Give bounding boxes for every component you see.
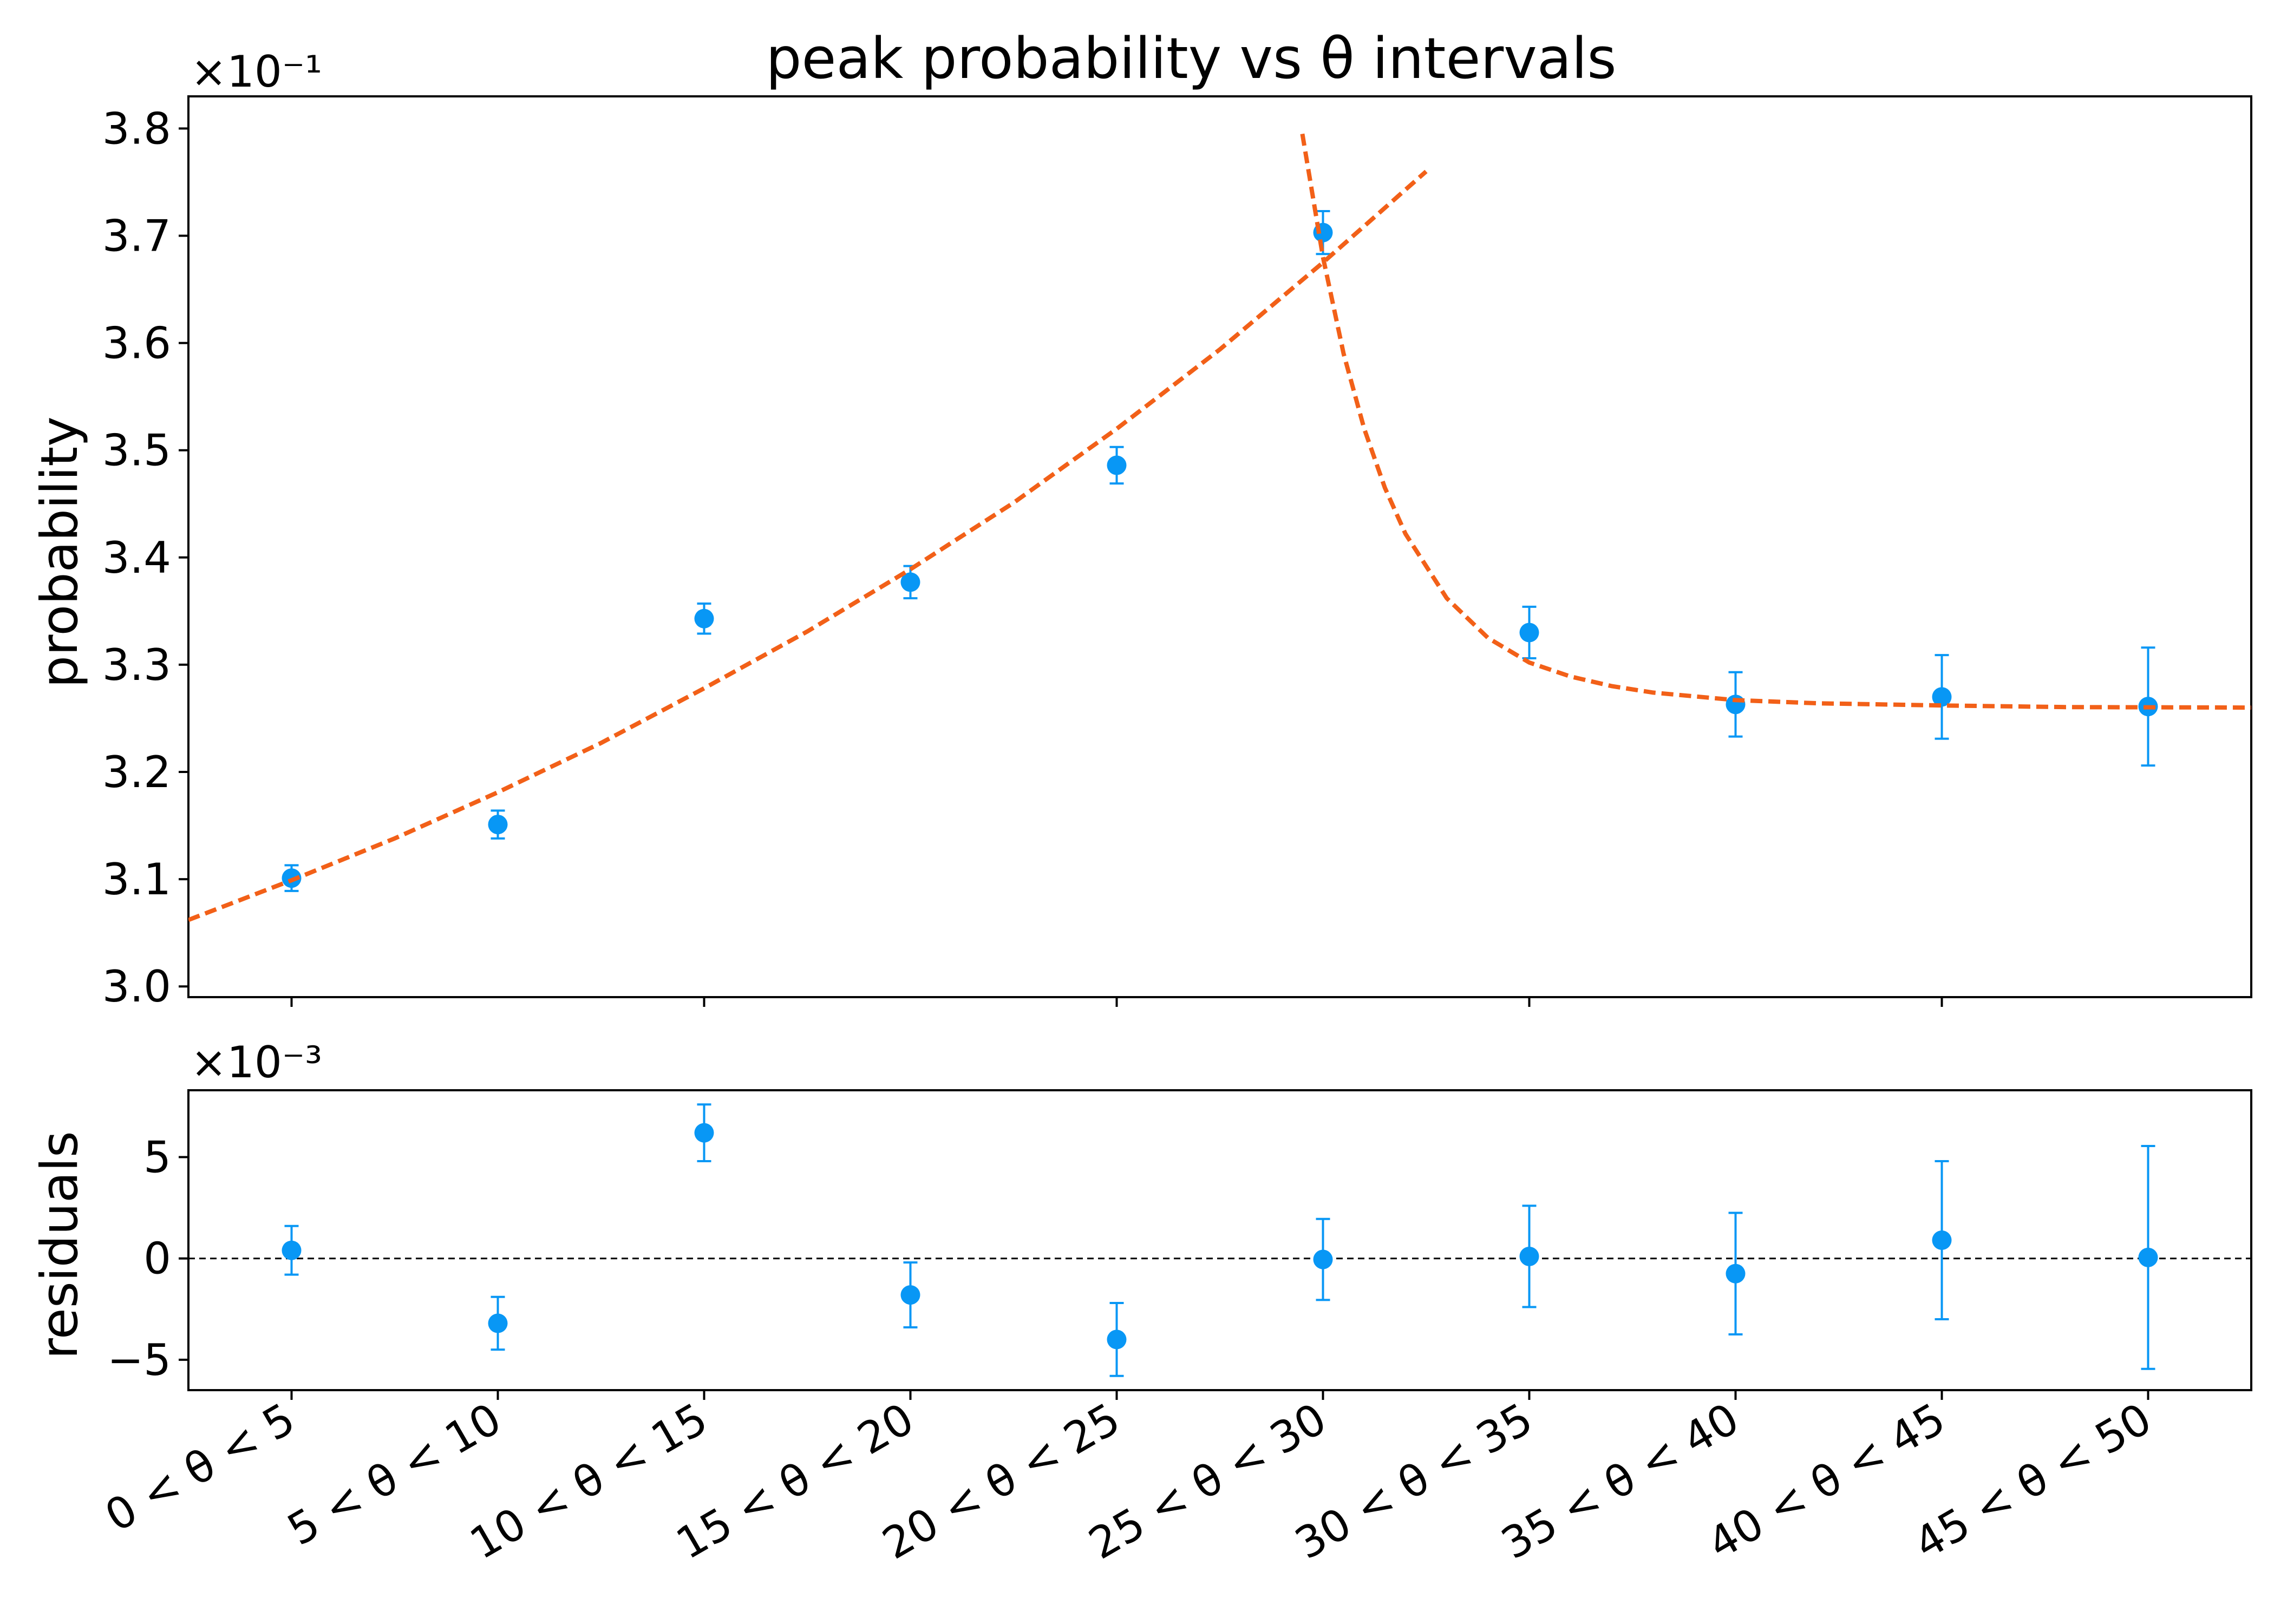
main-y-tick-label: 3.0	[102, 961, 171, 1012]
main-data-point	[1107, 446, 1127, 485]
main-y-tick-label: 3.2	[102, 747, 171, 797]
main-marker	[1932, 687, 1952, 707]
main-fit-line-1	[188, 169, 1428, 922]
main-y-tick-label: 3.4	[102, 533, 171, 583]
main-fit-line-2	[1300, 133, 2251, 710]
residuals-data-point	[1932, 1160, 1952, 1320]
main-y-tick-label: 3.5	[102, 425, 171, 476]
main-data-point	[1932, 654, 1952, 740]
main-marker	[900, 572, 920, 592]
main-y-offset-label: ×10⁻¹	[191, 47, 322, 97]
main-plot-frame	[187, 95, 2252, 998]
residuals-y-tick-label: −5	[107, 1335, 171, 1385]
residuals-marker	[1726, 1263, 1746, 1284]
main-y-axis-label: probability	[30, 416, 89, 688]
x-tick-label: 45 < θ < 50	[1906, 1393, 2160, 1569]
residuals-data-point	[1107, 1302, 1127, 1377]
residuals-marker	[1107, 1330, 1127, 1350]
main-marker	[694, 608, 714, 628]
residuals-y-axis-label: residuals	[30, 1131, 89, 1359]
residuals-marker	[282, 1240, 302, 1260]
residuals-data-point	[1519, 1204, 1539, 1308]
residuals-data-point	[694, 1103, 714, 1163]
main-marker	[488, 815, 508, 835]
main-data-point	[1519, 605, 1539, 660]
main-marker	[1519, 623, 1539, 643]
main-y-tick-label: 3.1	[102, 854, 171, 905]
residuals-data-point	[900, 1261, 920, 1328]
residuals-plot-frame	[187, 1089, 2252, 1391]
residuals-marker	[900, 1285, 920, 1305]
residuals-marker	[694, 1123, 714, 1143]
residuals-data-point	[1726, 1212, 1746, 1336]
residuals-marker	[1932, 1230, 1952, 1250]
main-y-tick-label: 3.6	[102, 318, 171, 369]
main-data-point	[1726, 671, 1746, 738]
main-y-tick-label: 3.3	[102, 640, 171, 690]
residuals-data-point	[1313, 1217, 1333, 1301]
residuals-marker	[1313, 1249, 1333, 1269]
x-tick-label: 0 < θ < 5	[97, 1393, 303, 1542]
main-marker	[1726, 695, 1746, 715]
residuals-data-point	[282, 1224, 302, 1276]
chart-title: peak probability vs θ intervals	[766, 25, 1616, 91]
residuals-y-offset-label: ×10⁻³	[191, 1037, 322, 1088]
main-data-point	[488, 809, 508, 840]
residuals-y-tick-label: 0	[143, 1234, 171, 1284]
main-data-point	[694, 602, 714, 635]
residuals-y-tick-label: 5	[143, 1132, 171, 1183]
residuals-marker	[1519, 1246, 1539, 1266]
residuals-marker	[488, 1313, 508, 1333]
main-marker	[1107, 455, 1127, 475]
main-y-tick-label: 3.7	[102, 211, 171, 261]
residuals-marker	[2138, 1247, 2158, 1267]
main-y-tick-label: 3.8	[102, 103, 171, 154]
residuals-data-point	[2138, 1144, 2158, 1370]
main-plot-panel: 3.0 3.1 3.2 3.3 3.4 3.5 3.6 3.7 3.8	[102, 95, 2252, 1012]
residuals-data-point	[488, 1295, 508, 1351]
